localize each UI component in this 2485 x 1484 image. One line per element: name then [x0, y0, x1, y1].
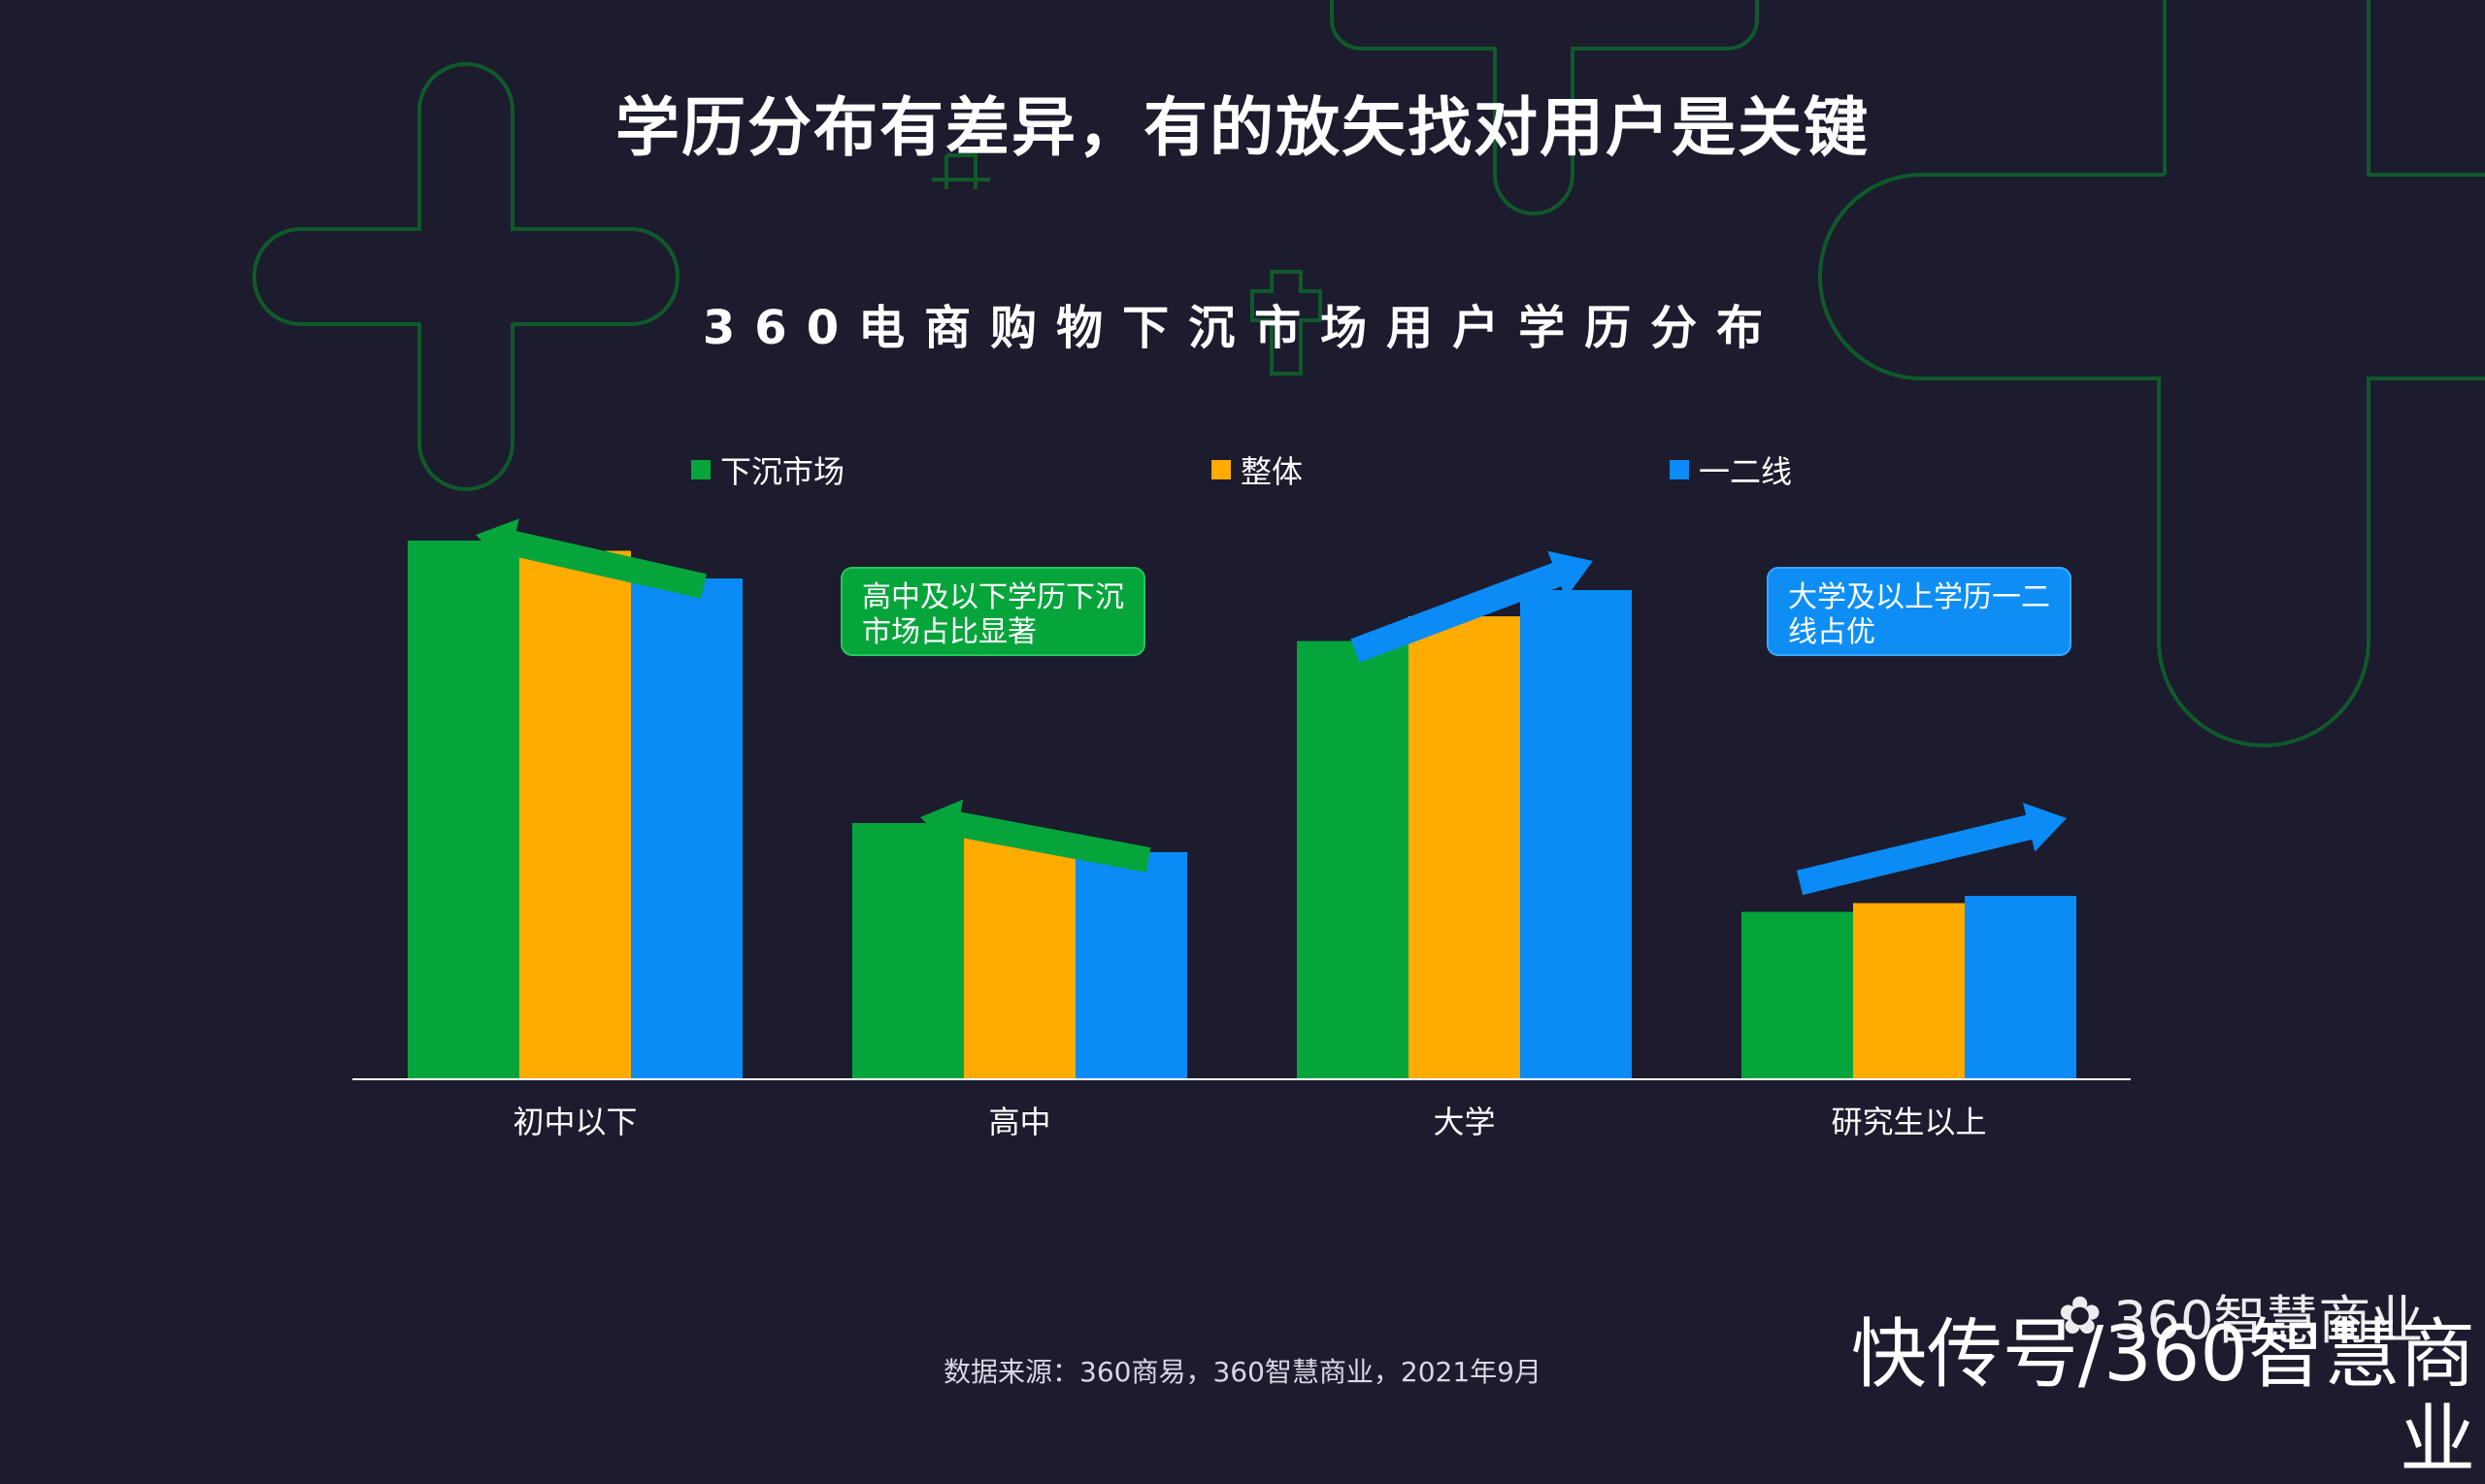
- bar-chart: 初中以下 高中 大学 研究生以上: [352, 518, 2131, 1140]
- background-decoration: [252, 0, 2485, 747]
- tiny-plus-shape: [1250, 270, 1322, 376]
- x-tick-label: 研究生以上: [1831, 1104, 1986, 1140]
- small-plus-shape: [932, 153, 990, 189]
- plus-shape-large: [252, 61, 679, 492]
- watermark-channel: 快传号/360智慧商业: [1850, 1311, 2475, 1484]
- bar: [1297, 641, 1408, 1079]
- legend-label: 一二线: [1699, 453, 1793, 490]
- x-tick-label: 初中以下: [513, 1104, 637, 1140]
- bar: [1408, 616, 1520, 1079]
- trend-arrow: [1350, 550, 1593, 663]
- legend-label: 下沉市场: [720, 453, 845, 490]
- curve-shape-right: [1818, 0, 2485, 747]
- bar: [1741, 911, 1853, 1079]
- callout-right-text: 大学及以上学历一二线占优: [1788, 580, 2050, 649]
- bar: [964, 835, 1076, 1079]
- bar: [519, 550, 631, 1079]
- legend-item-sinking-market: 下沉市场: [691, 448, 845, 491]
- legend-swatch-blue: [1670, 460, 1689, 479]
- plus-shape-top-right: [1330, 0, 1759, 215]
- legend-swatch-orange: [1211, 460, 1231, 479]
- legend-item-tier1-2: 一二线: [1670, 448, 1792, 491]
- trend-arrow: [920, 799, 1151, 873]
- trend-arrow: [476, 518, 707, 599]
- callout-left-text: 高中及以下学历下沉市场占比显著: [862, 580, 1124, 649]
- bar: [1853, 903, 1965, 1079]
- x-tick-label: 高中: [988, 1104, 1050, 1140]
- x-tick-label: 大学: [1433, 1104, 1495, 1140]
- logo-text: 360智慧商业: [2113, 1289, 2424, 1351]
- bar: [852, 823, 964, 1079]
- callout-right: 大学及以上学历一二线占优: [1767, 567, 2071, 656]
- bar: [1965, 896, 2076, 1079]
- logo-icon: ✿: [2058, 1284, 2103, 1346]
- bar: [1076, 852, 1187, 1079]
- legend-swatch-green: [691, 460, 711, 479]
- callout-left: 高中及以下学历下沉市场占比显著: [841, 567, 1145, 656]
- trend-arrow: [1796, 803, 2067, 896]
- page-title: 学历分布有差异，有的放矢找对用户是关键: [615, 90, 1870, 165]
- bar: [408, 541, 519, 1079]
- legend-item-overall: 整体: [1211, 448, 1303, 491]
- bar: [631, 578, 743, 1079]
- bar: [1520, 590, 1632, 1079]
- watermark-logo: ✿ 360智慧商业: [2058, 1281, 2485, 1351]
- chart-title: 360电商购物下沉市场用户学历分布: [702, 301, 1783, 355]
- legend-label: 整体: [1241, 453, 1304, 490]
- data-source: 数据来源：360商易，360智慧商业，2021年9月: [944, 1356, 1541, 1388]
